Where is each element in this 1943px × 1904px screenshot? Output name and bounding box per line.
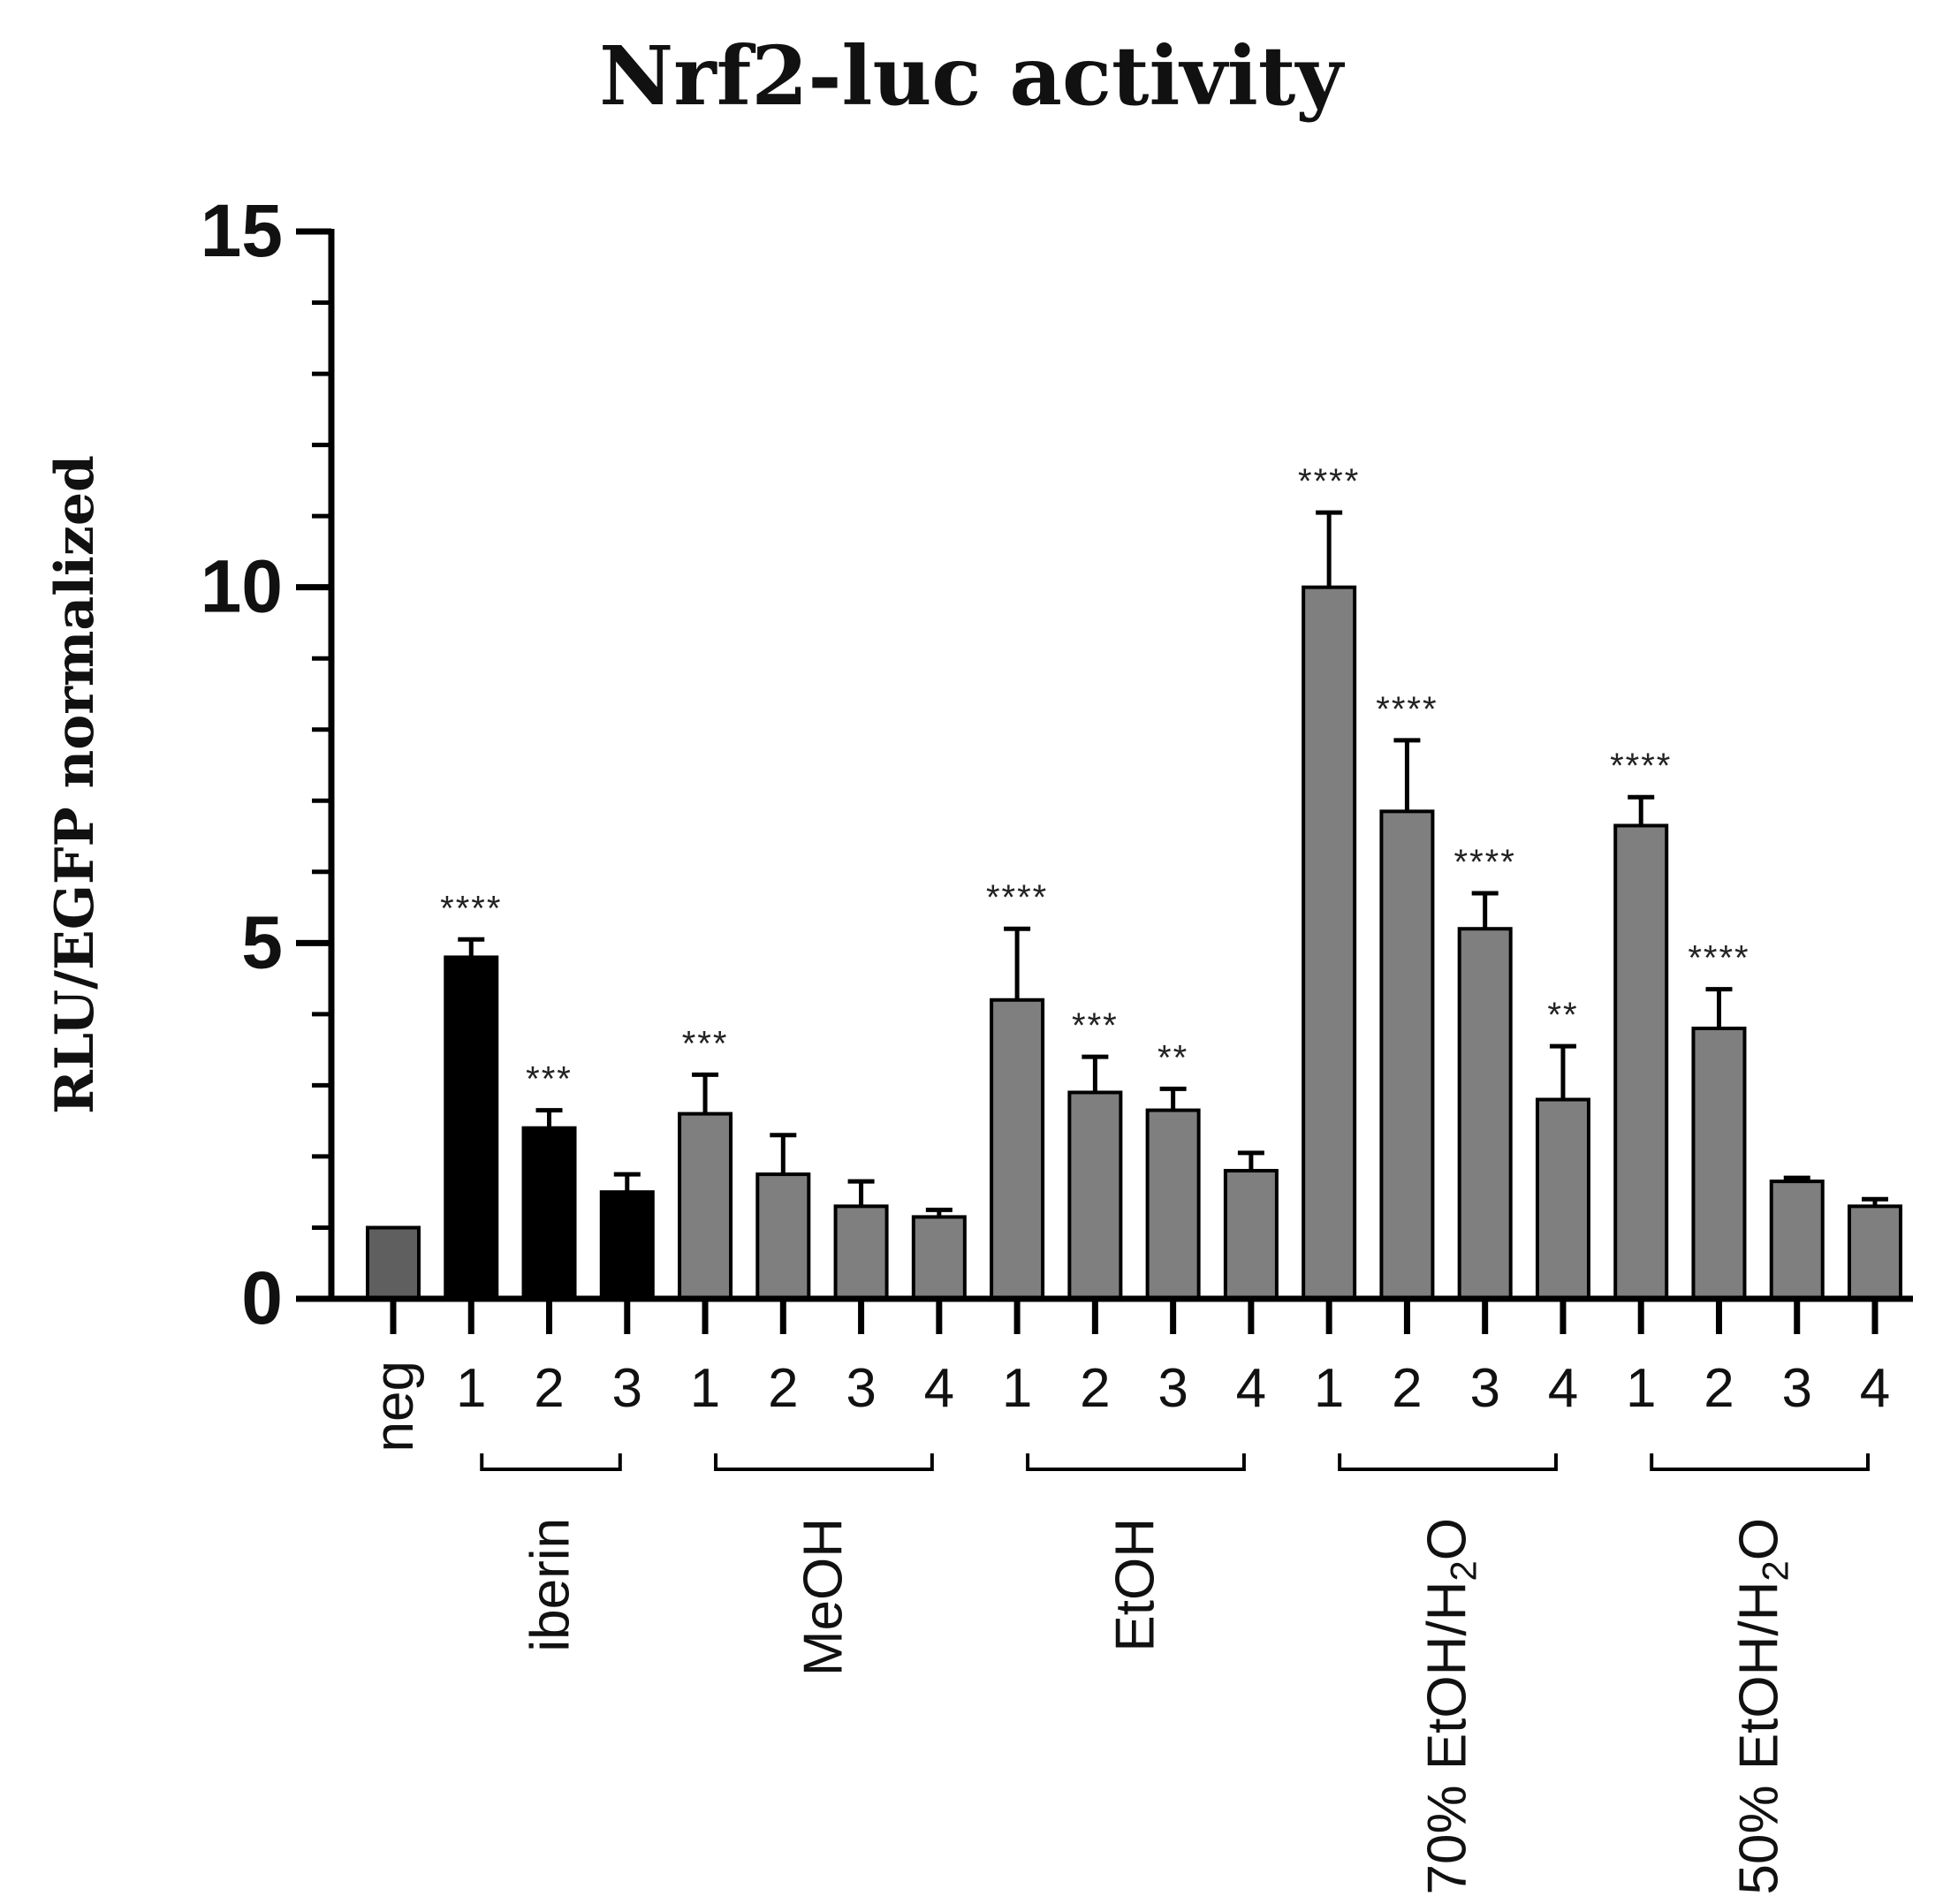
bar [1379, 809, 1435, 1301]
x-tick-label: 3 [846, 1358, 876, 1419]
x-tick-label: 3 [1157, 1358, 1188, 1419]
bar [755, 1172, 811, 1301]
x-tick-label: 2 [1080, 1358, 1110, 1419]
group-bracket [714, 1453, 934, 1471]
y-tick-label: 10 [201, 545, 283, 628]
x-tick-label: 2 [1704, 1358, 1734, 1419]
x-tick-label: 4 [924, 1358, 954, 1419]
bar [1691, 1026, 1747, 1301]
significance-label: **** [1376, 690, 1438, 729]
chart-title: Nrf2-luc activity [599, 28, 1345, 124]
significance-label: **** [1298, 462, 1360, 501]
x-tick-label: 2 [768, 1358, 798, 1419]
y-tick-label: 5 [241, 900, 283, 983]
group-label: MeOH [793, 1518, 854, 1676]
bar [521, 1126, 577, 1301]
y-axis-label: RLU/EGFP normalized [44, 455, 106, 1114]
group-label: 70% EtOH/H2O [1417, 1518, 1484, 1895]
group-label: EtOH [1105, 1518, 1166, 1652]
x-tick-label: 4 [1236, 1358, 1266, 1419]
significance-label: **** [1610, 747, 1672, 785]
x-tick-label: 2 [1392, 1358, 1422, 1419]
x-tick-label: 1 [1002, 1358, 1032, 1419]
significance-label: **** [1454, 843, 1516, 882]
y-tick-label: 0 [241, 1256, 283, 1339]
group-bracket [1338, 1453, 1558, 1471]
bar [1302, 585, 1357, 1301]
bar [444, 955, 499, 1301]
bar [599, 1190, 655, 1301]
bar [1223, 1169, 1279, 1301]
bar [1848, 1204, 1902, 1301]
group-bracket [1650, 1453, 1870, 1471]
x-tick-label: 4 [1548, 1358, 1578, 1419]
significance-label: ** [1157, 1038, 1188, 1077]
x-tick-label: 3 [612, 1358, 642, 1419]
bar [1769, 1180, 1825, 1301]
plot-area: 051015**********************************… [201, 189, 1913, 1895]
bar [1613, 823, 1669, 1301]
bar [1145, 1108, 1201, 1301]
group-bracket [1026, 1453, 1246, 1471]
significance-label: **** [986, 878, 1048, 917]
bar [1067, 1090, 1123, 1301]
significance-label: *** [682, 1024, 729, 1063]
significance-label: ** [1547, 996, 1578, 1035]
bar [833, 1204, 889, 1301]
x-tick-label: 2 [534, 1358, 564, 1419]
y-tick-label: 15 [201, 189, 283, 272]
significance-label: *** [526, 1060, 573, 1099]
x-tick-label: 1 [1626, 1358, 1656, 1419]
bar [990, 998, 1045, 1301]
bar [1535, 1097, 1590, 1301]
group-label: iberin [520, 1518, 581, 1652]
x-tick-label: 3 [1781, 1358, 1811, 1419]
x-tick-label: 1 [456, 1358, 486, 1419]
x-tick-label: 1 [1314, 1358, 1344, 1419]
bar [911, 1215, 967, 1301]
x-tick-label: 4 [1860, 1358, 1890, 1419]
bar [678, 1111, 733, 1301]
group-label: 50% EtOH/H2O [1729, 1518, 1796, 1895]
significance-label: **** [440, 889, 502, 928]
significance-label: **** [1688, 939, 1749, 978]
x-tick-label: neg [364, 1361, 425, 1452]
significance-label: *** [1072, 1006, 1119, 1045]
bar [1457, 927, 1513, 1301]
x-tick-label: 3 [1469, 1358, 1499, 1419]
group-bracket [480, 1453, 622, 1471]
x-tick-label: 1 [690, 1358, 720, 1419]
bar [366, 1225, 421, 1301]
